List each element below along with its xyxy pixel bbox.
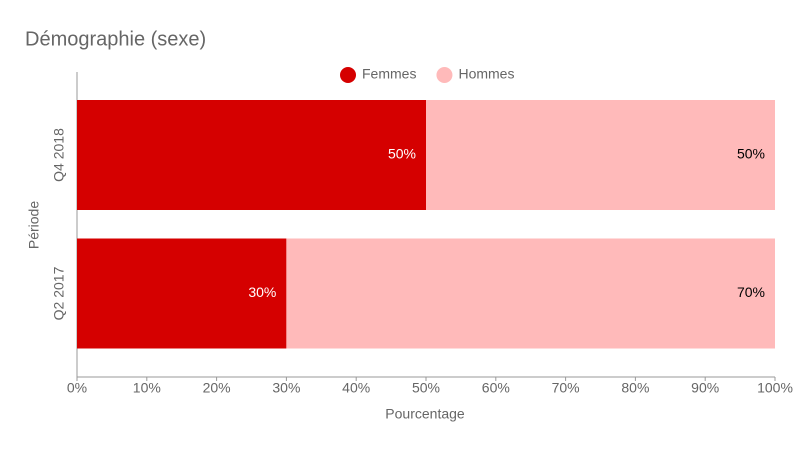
x-tick-label: 30%	[272, 380, 300, 396]
value-label: 50%	[388, 146, 416, 162]
x-tick-label: 0%	[67, 380, 87, 396]
bar-segment	[426, 100, 775, 210]
x-tick-label: 60%	[482, 380, 510, 396]
legend-swatch	[436, 67, 453, 83]
x-tick-label: 50%	[412, 380, 440, 396]
bar-segment	[77, 238, 287, 349]
legend-swatch	[340, 67, 356, 83]
legend-label: Femmes	[362, 66, 416, 82]
x-tick-label: 70%	[552, 380, 580, 396]
x-tick-label: 40%	[342, 380, 370, 396]
x-tick-label: 80%	[621, 380, 649, 396]
x-tick-label: 10%	[133, 380, 161, 396]
bar-segment	[286, 238, 775, 349]
x-axis-label: Pourcentage	[385, 406, 465, 422]
chart-title: Démographie (sexe)	[25, 28, 206, 50]
y-axis-label: Période	[26, 201, 42, 249]
y-tick-label: Q2 2017	[51, 266, 67, 320]
value-label: 70%	[737, 284, 765, 300]
bar-segment	[77, 100, 426, 210]
value-label: 50%	[737, 146, 765, 162]
x-tick-label: 100%	[757, 380, 793, 396]
y-tick-label: Q4 2018	[51, 128, 67, 182]
x-tick-label: 20%	[203, 380, 231, 396]
legend-label: Hommes	[458, 66, 514, 82]
value-label: 30%	[248, 284, 276, 300]
x-tick-label: 90%	[691, 380, 719, 396]
